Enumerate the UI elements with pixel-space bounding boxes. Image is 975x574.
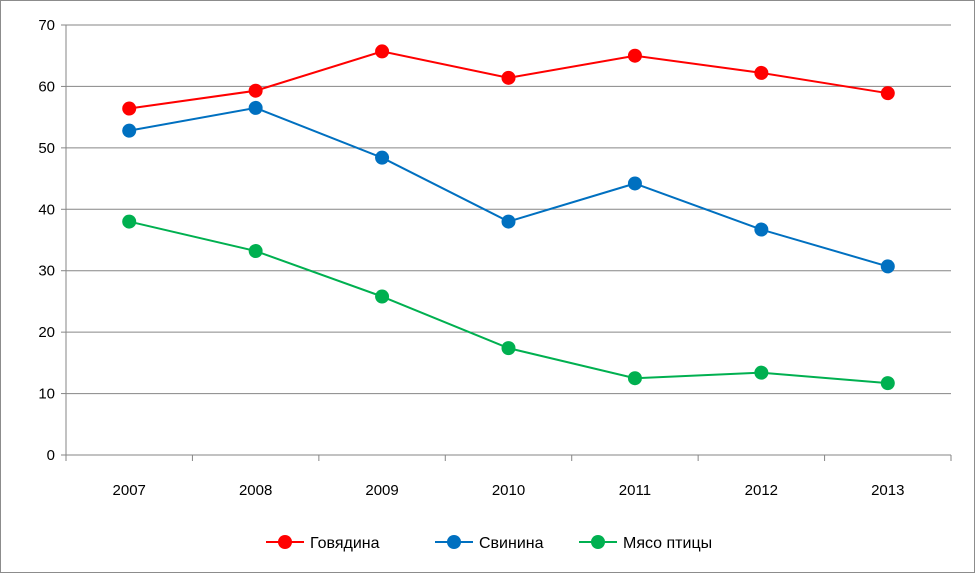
x-tick-label: 2007	[113, 482, 146, 499]
legend-marker	[447, 535, 461, 549]
data-point	[122, 123, 137, 138]
legend-item: Свинина	[435, 535, 544, 552]
data-point	[754, 365, 769, 380]
data-point	[375, 289, 390, 304]
y-tick-label: 0	[47, 447, 55, 464]
legend-label: Говядина	[310, 535, 380, 552]
gridlines	[66, 24, 951, 395]
data-point	[627, 176, 642, 191]
legend-label: Мясо птицы	[623, 535, 712, 552]
series-line	[128, 220, 888, 385]
series-2	[122, 100, 895, 274]
y-tick-label: 40	[38, 201, 55, 218]
series-3	[122, 214, 895, 391]
legend-item: Мясо птицы	[579, 535, 712, 552]
x-tick-label: 2008	[239, 482, 272, 499]
data-point	[375, 150, 390, 165]
data-point	[501, 70, 516, 85]
x-tick-label: 2009	[365, 482, 398, 499]
data-point	[880, 259, 895, 274]
data-point	[627, 48, 642, 63]
axes: 0 10 20 30 40 50 60 70 2007 2008 2009 2010 2011 2012 2…	[38, 17, 952, 499]
data-point	[627, 371, 642, 386]
series-1	[122, 44, 895, 116]
data-point	[248, 244, 263, 259]
x-tick-label: 2011	[619, 482, 651, 499]
y-tick-label: 20	[38, 324, 55, 341]
y-tick-label: 30	[38, 263, 55, 280]
data-point	[880, 376, 895, 391]
data-point	[754, 65, 769, 80]
x-tick-label: 2010	[492, 482, 525, 499]
data-point	[122, 214, 137, 229]
data-point	[248, 83, 263, 98]
data-point	[501, 214, 516, 229]
y-tick-label: 50	[38, 140, 55, 157]
legend-marker	[278, 535, 292, 549]
data-point	[880, 86, 895, 101]
y-tick-label: 10	[38, 386, 55, 403]
legend-item: Говядина	[266, 535, 380, 552]
data-point	[248, 100, 263, 115]
data-point	[501, 341, 516, 356]
legend-marker	[591, 535, 605, 549]
data-point	[375, 44, 390, 59]
y-tick-label: 70	[38, 17, 55, 34]
data-point	[122, 101, 137, 116]
x-tick-label: 2012	[745, 482, 778, 499]
data-point	[754, 222, 769, 237]
legend-label: Свинина	[479, 535, 544, 552]
series-lines	[122, 44, 895, 391]
legend: Говядина Свинина Мясо птицы	[266, 535, 712, 552]
series-line	[129, 106, 889, 268]
y-tick-label: 60	[38, 78, 55, 95]
x-tick-label: 2013	[871, 482, 904, 499]
